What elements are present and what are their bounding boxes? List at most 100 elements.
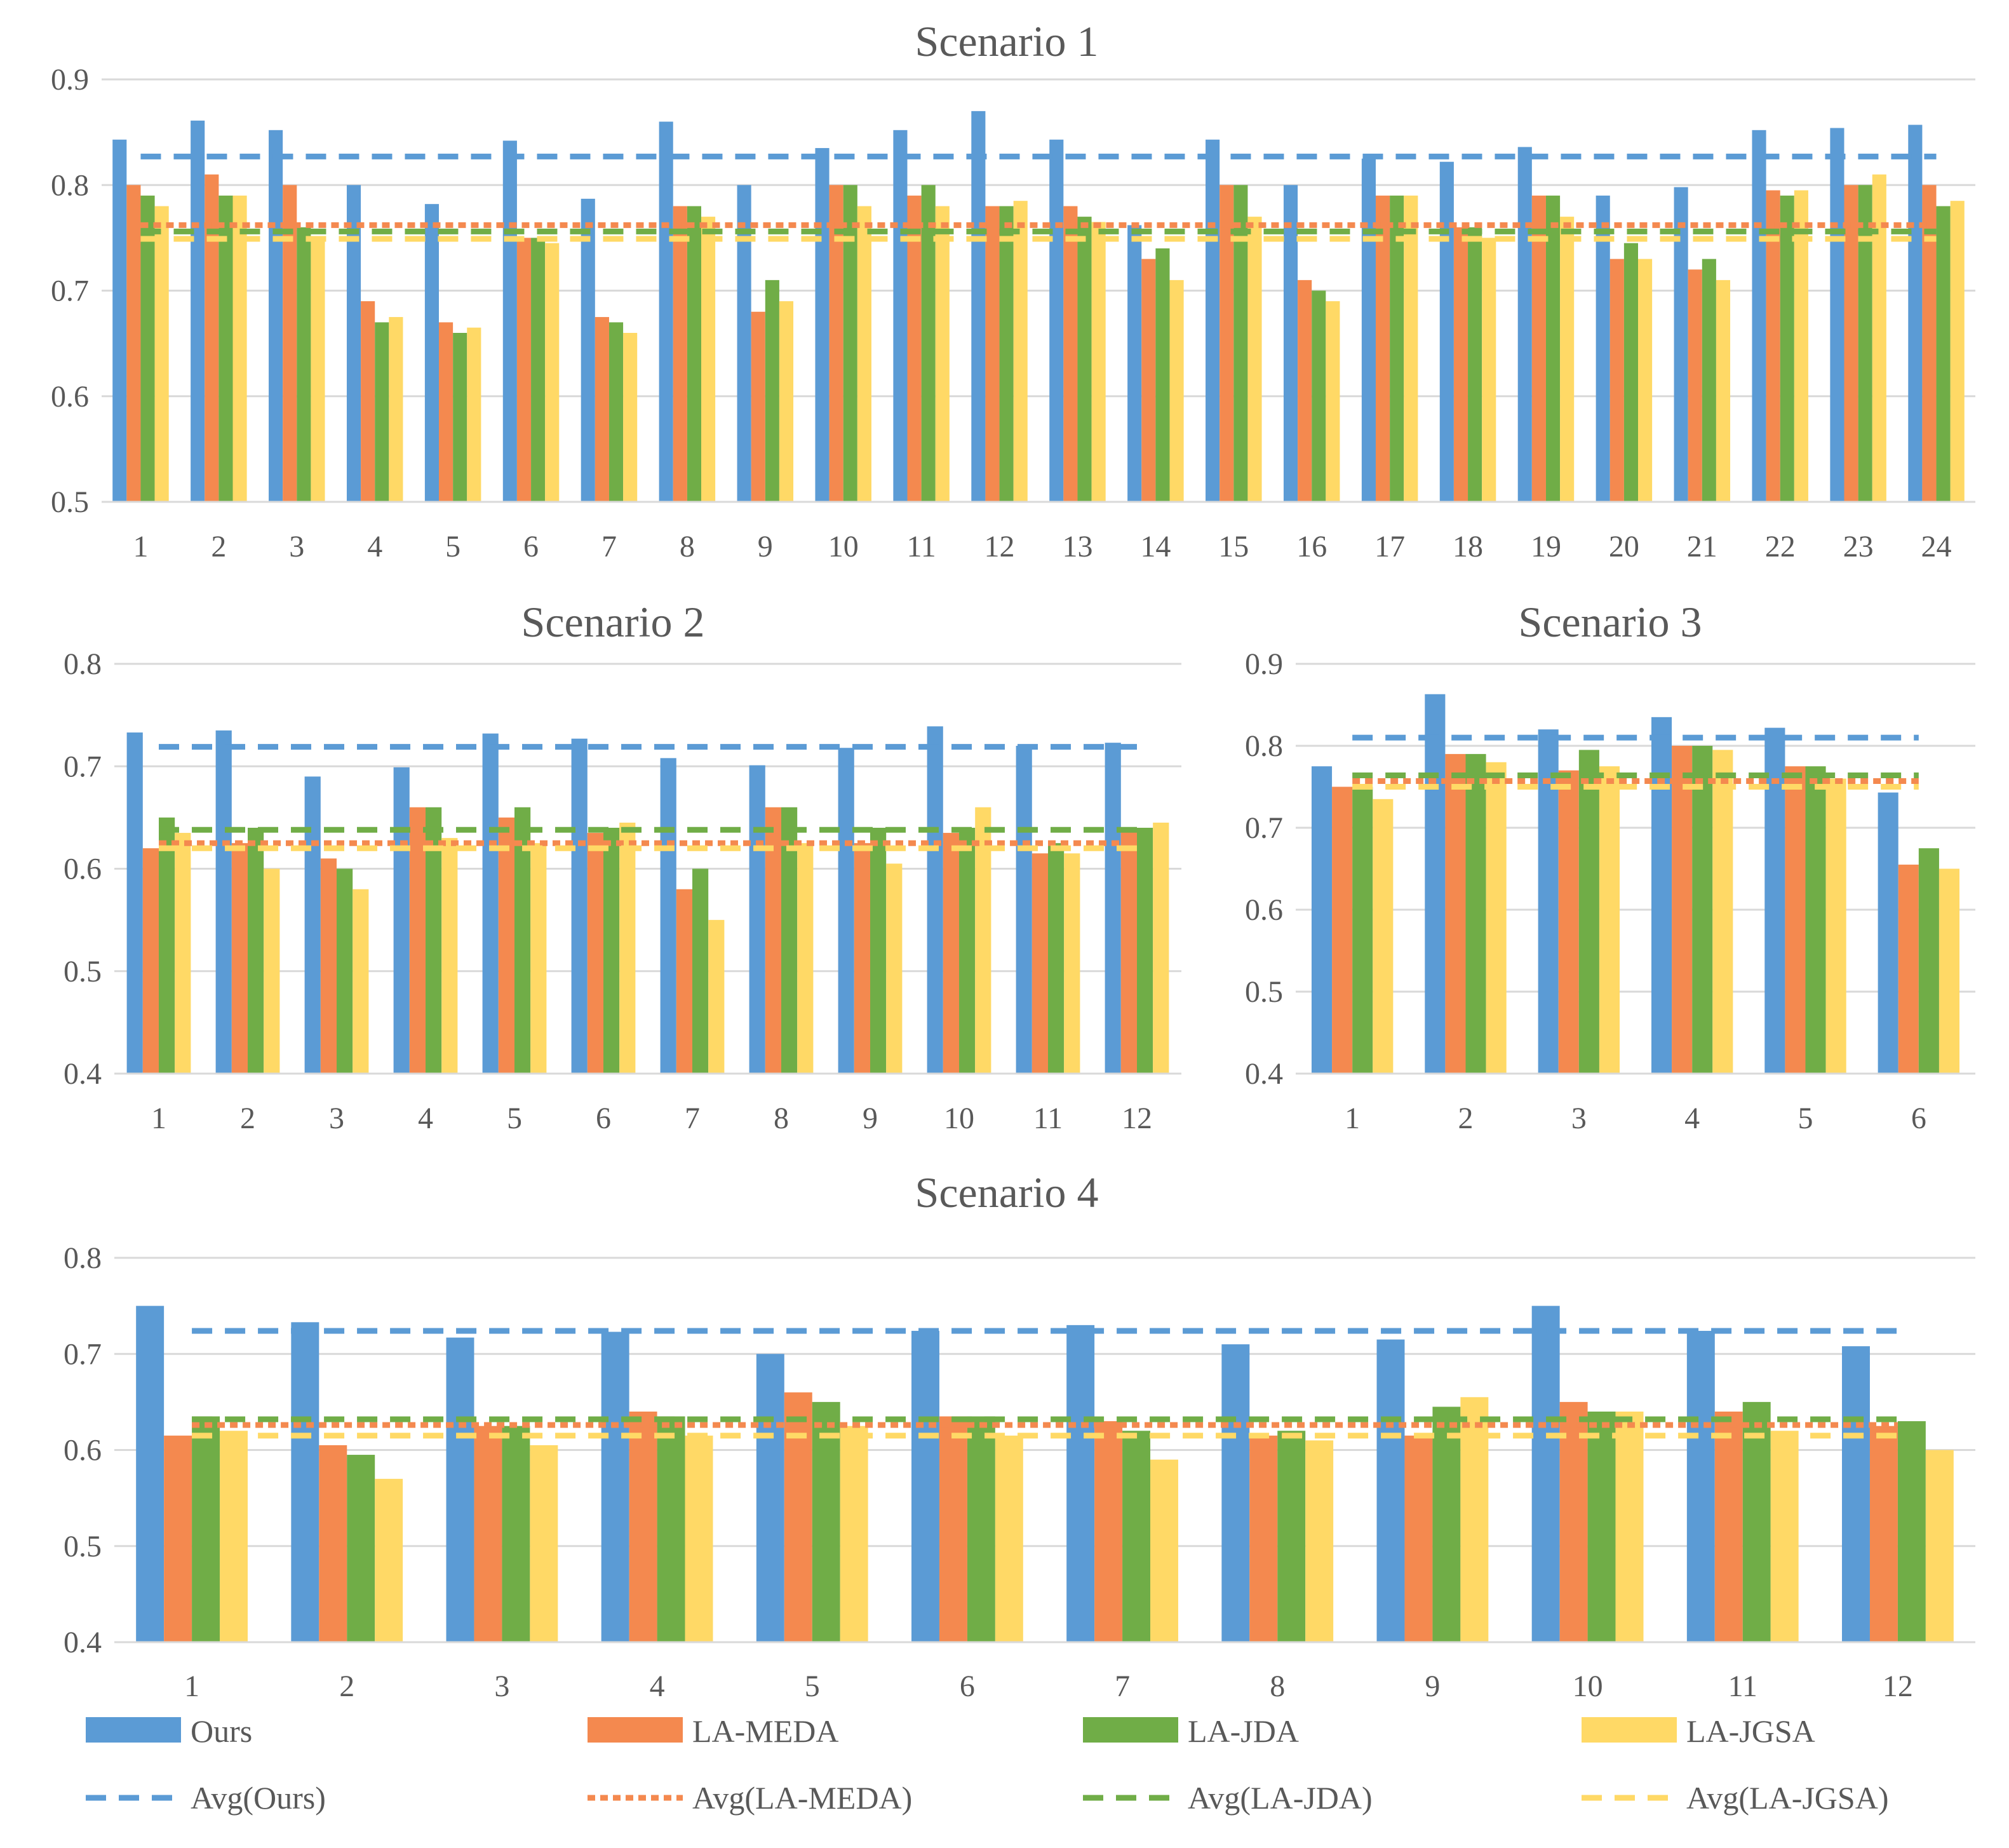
bar-la-jgsa xyxy=(375,1478,403,1642)
bar-la-jda xyxy=(1918,848,1939,1074)
bar-la-jda xyxy=(1897,1421,1926,1642)
bar-ours xyxy=(126,732,143,1074)
bar-la-meda xyxy=(1404,1435,1433,1642)
bar-ours xyxy=(911,1330,939,1642)
x-tick-label: 9 xyxy=(1425,1669,1440,1703)
bar-la-meda xyxy=(1559,1401,1588,1642)
bar-la-meda xyxy=(1869,1426,1898,1642)
bar-la-jgsa xyxy=(1938,868,1960,1074)
bar-la-jda xyxy=(1312,290,1326,502)
x-tick-label: 8 xyxy=(774,1102,789,1135)
legend-label: Avg(LA-JGSA) xyxy=(1686,1780,1888,1816)
bar-la-jda xyxy=(159,817,175,1074)
bar-la-meda xyxy=(439,322,454,502)
bar-la-meda xyxy=(1249,1435,1278,1642)
bar-ours xyxy=(1686,1330,1715,1642)
bar-la-jda xyxy=(781,807,798,1074)
bar-la-meda xyxy=(751,311,765,502)
bar-ours xyxy=(112,139,127,502)
bar-la-jda xyxy=(1122,1431,1151,1642)
y-tick-label: 0.8 xyxy=(64,647,102,681)
bar-la-jda xyxy=(692,868,709,1074)
bar-la-meda xyxy=(1672,746,1693,1074)
bar-la-meda xyxy=(943,833,959,1074)
x-tick-label: 3 xyxy=(289,530,304,563)
bar-ours xyxy=(1439,161,1454,502)
bar-la-jgsa xyxy=(886,863,903,1074)
bar-la-meda xyxy=(1141,259,1156,502)
bar-la-jgsa xyxy=(1091,222,1106,502)
bar-la-jgsa xyxy=(995,1435,1023,1642)
scenario-3-chart: Scenario 3 0.4 0.5 0.6 0.7 0.8 0.9 1 2 3 4 5 6 xyxy=(1245,598,1975,1135)
scenario-3-plot-area: 0.4 0.5 0.6 0.7 0.8 0.9 1 2 3 4 5 6 xyxy=(1245,647,1975,1135)
x-tick-label: 11 xyxy=(1728,1669,1757,1703)
bar-la-jgsa xyxy=(1872,174,1886,502)
bar-la-jda xyxy=(531,238,546,502)
bar-la-meda xyxy=(1445,753,1466,1074)
x-tick-label: 11 xyxy=(1033,1102,1063,1135)
bar-ours xyxy=(1878,792,1898,1074)
x-tick-label: 19 xyxy=(1531,530,1561,563)
bar-ours xyxy=(927,726,943,1074)
bar-la-jgsa xyxy=(685,1435,713,1642)
bar-la-jgsa xyxy=(154,206,169,502)
bar-la-jda xyxy=(812,1401,840,1642)
bar-ours xyxy=(393,767,410,1074)
bar-ours xyxy=(1206,139,1220,502)
bar-la-meda xyxy=(164,1435,192,1642)
bar-la-meda xyxy=(474,1426,502,1642)
bar-la-meda xyxy=(676,889,692,1074)
bar-la-jgsa xyxy=(1716,280,1731,502)
bar-ours xyxy=(446,1337,474,1642)
bar-la-jgsa xyxy=(935,206,950,502)
bar-la-jda xyxy=(1048,843,1065,1074)
x-tick-label: 10 xyxy=(828,530,859,563)
bar-la-meda xyxy=(516,238,532,502)
x-tick-label: 8 xyxy=(680,530,695,563)
x-tick-label: 21 xyxy=(1687,530,1717,563)
bar-la-jda xyxy=(1623,243,1638,502)
x-tick-label: 24 xyxy=(1921,530,1952,563)
bar-la-jda xyxy=(1155,248,1170,502)
bar-la-jgsa xyxy=(1404,195,1418,502)
bar-la-jgsa xyxy=(1373,799,1394,1074)
bar-la-jda xyxy=(1233,185,1248,502)
x-tick-label: 15 xyxy=(1218,530,1249,563)
bar-la-jgsa xyxy=(1064,853,1080,1074)
bar-la-meda xyxy=(629,1412,657,1642)
scenario-2-title: Scenario 2 xyxy=(521,598,705,646)
bar-la-jgsa xyxy=(975,807,991,1074)
bar-ours xyxy=(482,733,499,1074)
x-tick-label: 2 xyxy=(1458,1102,1474,1135)
bar-la-meda xyxy=(1120,828,1137,1074)
scenario-1-plot-area: 0.50.60.70.80.91 2 3 4 5 6 7 8 9 10 11 12 13 14 15 16 17… xyxy=(51,63,1975,563)
bar-ours xyxy=(1311,766,1333,1074)
y-tick-label: 0.7 xyxy=(64,1337,102,1371)
bar-la-meda xyxy=(1031,853,1048,1074)
bar-la-jgsa xyxy=(1150,1459,1178,1642)
bar-ours xyxy=(1596,195,1610,502)
scenario-1-chart: Scenario 1 0.50.60.70.80.91 2 3 4 5 6 7 8 9 10 11 1… xyxy=(51,17,1975,563)
bar-la-jgsa xyxy=(797,843,814,1074)
bar-ours xyxy=(1221,1344,1250,1642)
bar-la-meda xyxy=(1558,770,1579,1074)
x-tick-label: 1 xyxy=(133,530,148,563)
bar-la-jgsa xyxy=(545,243,560,502)
bar-la-jda xyxy=(453,333,467,502)
bar-la-meda xyxy=(142,848,159,1074)
x-tick-label: 2 xyxy=(339,1669,354,1703)
y-tick-label: 0.6 xyxy=(1245,893,1283,927)
y-tick-label: 0.5 xyxy=(64,955,102,988)
bar-la-jgsa xyxy=(1599,766,1620,1074)
x-tick-label: 9 xyxy=(758,530,773,563)
bar-la-jda xyxy=(1352,786,1373,1074)
y-tick-label: 0.9 xyxy=(1245,647,1283,681)
bar-ours xyxy=(737,185,751,502)
bar-la-jgsa xyxy=(1486,762,1507,1074)
bar-ours xyxy=(756,1354,784,1642)
y-tick-label: 0.9 xyxy=(51,63,89,97)
x-tick-label: 4 xyxy=(650,1669,665,1703)
y-tick-label: 0.5 xyxy=(51,485,89,519)
bar-la-jda xyxy=(657,1416,685,1642)
